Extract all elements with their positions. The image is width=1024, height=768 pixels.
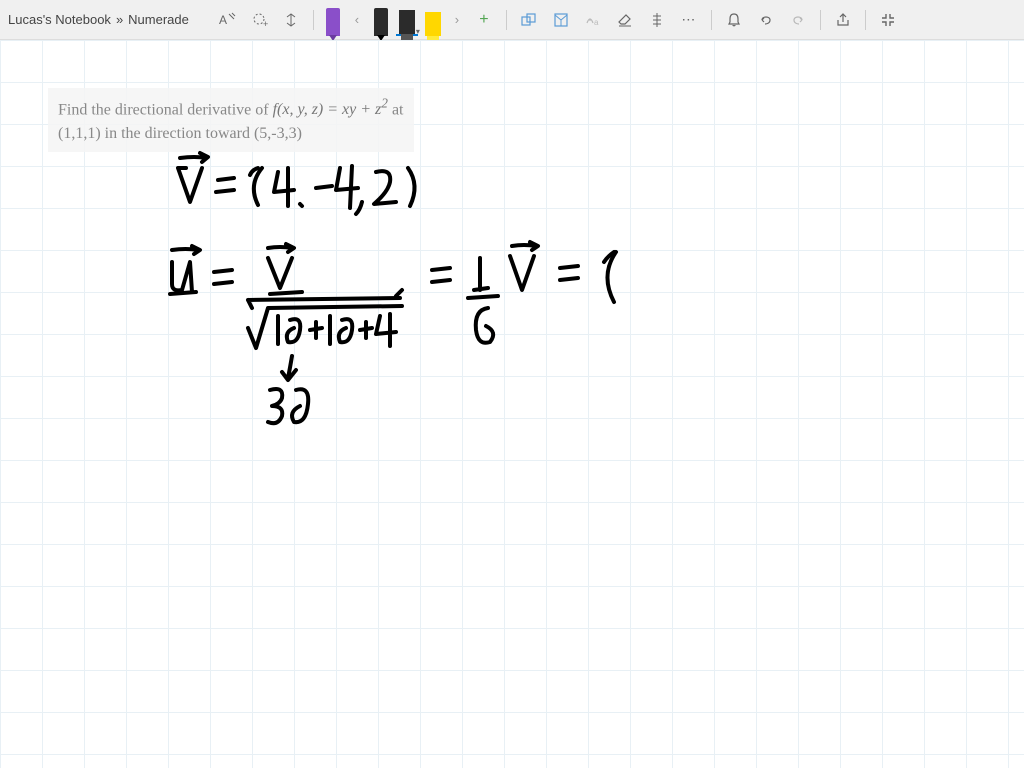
highlighter-black[interactable]: ▾: [396, 4, 418, 36]
insert-table-icon[interactable]: [547, 6, 575, 34]
problem-formula: f(x, y, z) = xy + z2: [273, 101, 388, 118]
share-icon[interactable]: [829, 6, 857, 34]
svg-text:A: A: [219, 13, 227, 27]
text-tool-icon[interactable]: A: [213, 6, 241, 34]
redo-icon[interactable]: [784, 6, 812, 34]
svg-text:+: +: [263, 19, 268, 29]
breadcrumb-separator: »: [116, 12, 123, 27]
breadcrumb-page[interactable]: Numerade: [128, 12, 189, 27]
notifications-icon[interactable]: [720, 6, 748, 34]
shapes-icon[interactable]: [515, 6, 543, 34]
pen-purple[interactable]: [322, 4, 344, 36]
toolbar-divider: [711, 10, 712, 30]
toolbar-divider: [865, 10, 866, 30]
problem-line1-prefix: Find the directional derivative of: [58, 101, 273, 118]
ink-to-text-icon[interactable]: a: [579, 6, 607, 34]
ruler-icon[interactable]: [643, 6, 671, 34]
toolbar-divider: [820, 10, 821, 30]
highlighter-yellow[interactable]: [422, 4, 444, 36]
insert-space-icon[interactable]: [277, 6, 305, 34]
problem-line2: (1,1,1) in the direction toward (5,-3,3): [58, 125, 302, 142]
next-pen-icon[interactable]: ›: [448, 6, 466, 34]
chevron-down-icon: ▾: [416, 27, 420, 36]
add-pen-icon[interactable]: +: [470, 6, 498, 34]
breadcrumb: Lucas's Notebook » Numerade: [8, 12, 189, 27]
toolbar: Lucas's Notebook » Numerade A + ‹ ▾ › + …: [0, 0, 1024, 40]
prev-pen-icon[interactable]: ‹: [348, 6, 366, 34]
eraser-icon[interactable]: [611, 6, 639, 34]
svg-text:a: a: [594, 18, 599, 27]
toolbar-divider: [506, 10, 507, 30]
canvas[interactable]: Find the directional derivative of f(x, …: [0, 40, 1024, 768]
pen-black[interactable]: [370, 4, 392, 36]
problem-statement: Find the directional derivative of f(x, …: [48, 88, 414, 152]
lasso-icon[interactable]: +: [245, 6, 273, 34]
problem-line1-suffix: at: [388, 101, 404, 118]
fullscreen-exit-icon[interactable]: [874, 6, 902, 34]
breadcrumb-notebook[interactable]: Lucas's Notebook: [8, 12, 111, 27]
undo-icon[interactable]: [752, 6, 780, 34]
toolbar-divider: [313, 10, 314, 30]
more-icon[interactable]: ⋯: [675, 6, 703, 34]
